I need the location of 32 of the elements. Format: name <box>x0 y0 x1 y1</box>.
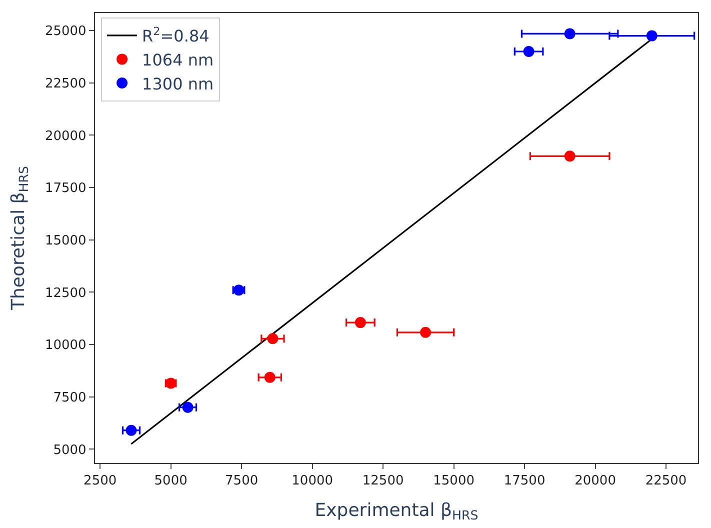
y-tick-label: 5000 <box>53 442 86 458</box>
x-tick-label: 20000 <box>574 474 616 489</box>
point <box>354 317 366 328</box>
x-tick-label: 5000 <box>154 474 188 489</box>
point <box>126 424 137 436</box>
point <box>646 30 658 42</box>
point <box>264 372 276 383</box>
x-axis-title: Experimental β$_{HRS}$ <box>314 500 478 523</box>
point <box>182 402 194 413</box>
y-tick-label: 15000 <box>44 233 86 248</box>
x-tick-label: 12500 <box>362 474 404 489</box>
legend-label: 1300 nm <box>142 74 214 94</box>
y-tick-label: 25000 <box>44 24 86 40</box>
point <box>420 326 431 338</box>
y-tick-label: 22500 <box>44 76 86 92</box>
y-tick-label: 12500 <box>44 286 86 301</box>
point <box>564 28 576 40</box>
legend-label: R$^{2}$=0.84 <box>142 24 210 46</box>
y-tick-label: 7500 <box>53 390 86 406</box>
x-tick-label: 7500 <box>225 474 258 489</box>
x-tick-label: 10000 <box>292 474 333 489</box>
x-tick-label: 17500 <box>504 474 546 489</box>
y-tick-label: 17500 <box>44 181 86 196</box>
y-tick-label: 20000 <box>44 128 86 144</box>
legend-label: 1064 nm <box>142 50 214 70</box>
x-tick-label: 15000 <box>433 474 474 489</box>
x-tick-label: 22500 <box>645 474 687 489</box>
x-tick-label: 2500 <box>84 474 117 489</box>
point <box>564 150 576 162</box>
point <box>267 333 278 344</box>
point <box>523 46 534 58</box>
y-tick-label: 10000 <box>44 338 86 354</box>
